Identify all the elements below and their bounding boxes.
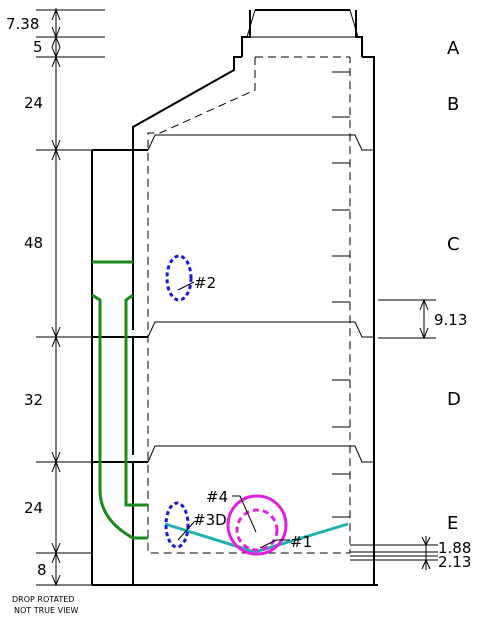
- dim-5: 5: [33, 38, 43, 56]
- section-a: A: [447, 38, 460, 59]
- dim-48: 48: [24, 234, 43, 252]
- dim-7-38: 7.38: [6, 15, 39, 33]
- section-d: D: [447, 389, 461, 410]
- dim-2-13: 2.13: [438, 553, 471, 571]
- dim-24-bottom: 24: [24, 499, 43, 517]
- manhole-steps: [332, 72, 350, 517]
- label-hole-2: #2: [194, 274, 216, 292]
- opening-2-icon: [167, 256, 191, 300]
- dimension-bottom-right: [350, 536, 438, 570]
- note-line-2: NOT TRUE VIEW: [14, 606, 78, 615]
- manhole-wall: [92, 10, 374, 585]
- label-hole-3d: #3D: [193, 511, 227, 529]
- opening-4-icon: [228, 496, 286, 554]
- dim-8: 8: [37, 561, 47, 579]
- label-hole-4: #4: [206, 488, 228, 506]
- dim-32: 32: [24, 391, 43, 409]
- drop-pipe: [92, 262, 148, 538]
- dimension-9-13: [378, 300, 436, 338]
- inner-wall-dashed: [148, 57, 350, 553]
- note-line-1: DROP ROTATED: [12, 595, 74, 604]
- section-e: E: [447, 513, 458, 534]
- dim-24-top: 24: [24, 94, 43, 112]
- section-c: C: [447, 234, 460, 255]
- drop-structure-outline: [92, 150, 378, 585]
- label-hole-1: #1: [290, 533, 312, 551]
- section-b: B: [447, 94, 459, 115]
- dim-9-13: 9.13: [434, 311, 467, 329]
- opening-1-icon: [237, 510, 277, 550]
